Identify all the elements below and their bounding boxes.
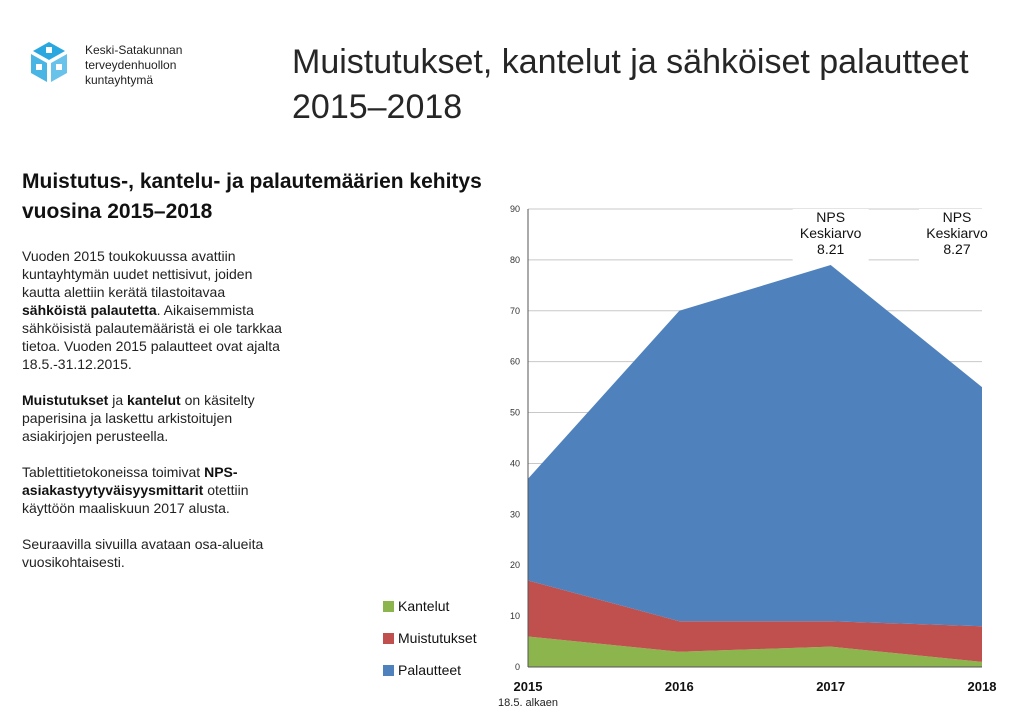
paragraph-3: Tablettitietokoneissa toimivat NPS-asiak… xyxy=(22,463,284,517)
chart-legend: Kantelut Muistutukset Palautteet xyxy=(383,590,477,686)
legend-item-kantelut: Kantelut xyxy=(383,590,477,622)
x-tick-label-2016: 2016 xyxy=(665,679,694,694)
p1-text-a: Vuoden 2015 toukokuussa avattiin kuntayh… xyxy=(22,248,253,300)
legend-label-muistutukset: Muistutukset xyxy=(398,630,477,646)
area-kantelut xyxy=(528,636,982,667)
x-tick-label-2017: 2017 xyxy=(816,679,845,694)
org-logo: Keski-Satakunnan terveydenhuollon kuntay… xyxy=(22,40,197,88)
annotation-2017-line-1: Keskiarvo xyxy=(800,225,862,241)
legend-label-kantelut: Kantelut xyxy=(398,598,450,614)
y-tick-label-40: 40 xyxy=(510,458,520,468)
description-text: Vuoden 2015 toukokuussa avattiin kuntayh… xyxy=(22,247,284,589)
p1-bold: sähköistä palautetta xyxy=(22,302,157,318)
annotation-2018-line-1: Keskiarvo xyxy=(926,225,988,241)
y-tick-label-0: 0 xyxy=(515,662,520,672)
org-name: Keski-Satakunnan terveydenhuollon kuntay… xyxy=(85,43,182,88)
y-tick-label-30: 30 xyxy=(510,509,520,519)
org-name-line-3: kuntayhtymä xyxy=(85,73,154,87)
annotation-2018-line-2: 8.27 xyxy=(943,241,970,257)
y-tick-label-60: 60 xyxy=(510,357,520,367)
paragraph-1: Vuoden 2015 toukokuussa avattiin kuntayh… xyxy=(22,247,284,373)
y-tick-label-90: 90 xyxy=(510,204,520,214)
x-sublabel-2015: 18.5. alkaen xyxy=(498,697,558,709)
y-tick-label-10: 10 xyxy=(510,611,520,621)
p2-bold-a: Muistutukset xyxy=(22,392,109,408)
legend-item-palautteet: Palautteet xyxy=(383,654,477,686)
paragraph-4: Seuraavilla sivuilla avataan osa-alueita… xyxy=(22,536,264,570)
annotation-2017-line-2: 8.21 xyxy=(817,241,844,257)
p3-text-c: otettiin käyttöön maaliskuun 2017 alusta… xyxy=(22,482,249,516)
annotation-bg-2018 xyxy=(919,209,995,261)
y-tick-label-70: 70 xyxy=(510,306,520,316)
legend-item-muistutukset: Muistutukset xyxy=(383,622,477,654)
p2-text-d: on käsitelty paperisina ja laskettu arki… xyxy=(22,392,255,444)
legend-label-palautteet: Palautteet xyxy=(398,662,462,678)
p2-bold-c: kantelut xyxy=(127,392,181,408)
p1-text-c: . Aikaisemmista sähköisistä palautemääri… xyxy=(22,302,282,372)
org-name-line-2: terveydenhuollon xyxy=(85,58,177,72)
legend-swatch-palautteet xyxy=(383,664,394,676)
annotation-bg-2017 xyxy=(792,209,869,261)
cube-logo-icon xyxy=(31,42,67,82)
legend-swatch-muistutukset xyxy=(383,632,394,644)
annotation-2018-line-0: NPS xyxy=(943,209,972,225)
paragraph-2: Muistutukset ja kantelut on käsitelty pa… xyxy=(22,391,284,445)
p2-text-b: ja xyxy=(108,392,128,408)
section-heading: Muistutus-, kantelu- ja palautemäärien k… xyxy=(22,170,482,223)
x-tick-label-2018: 2018 xyxy=(968,679,997,694)
p3-text-a: Tablettitietokoneissa toimivat xyxy=(22,464,205,480)
x-tick-label-2015: 2015 xyxy=(514,679,543,694)
org-name-line-1: Keski-Satakunnan xyxy=(85,43,183,57)
page-title: Muistutukset, kantelut ja sähköiset pala… xyxy=(292,43,969,126)
y-tick-label-20: 20 xyxy=(510,560,520,570)
y-tick-label-80: 80 xyxy=(510,255,520,265)
y-tick-label-50: 50 xyxy=(510,408,520,418)
area-palautteet xyxy=(528,264,982,627)
legend-swatch-kantelut xyxy=(383,600,394,612)
annotation-2017-line-0: NPS xyxy=(816,209,845,225)
p3-bold: NPS-asiakastyytyväisyysmittarit xyxy=(22,464,238,498)
